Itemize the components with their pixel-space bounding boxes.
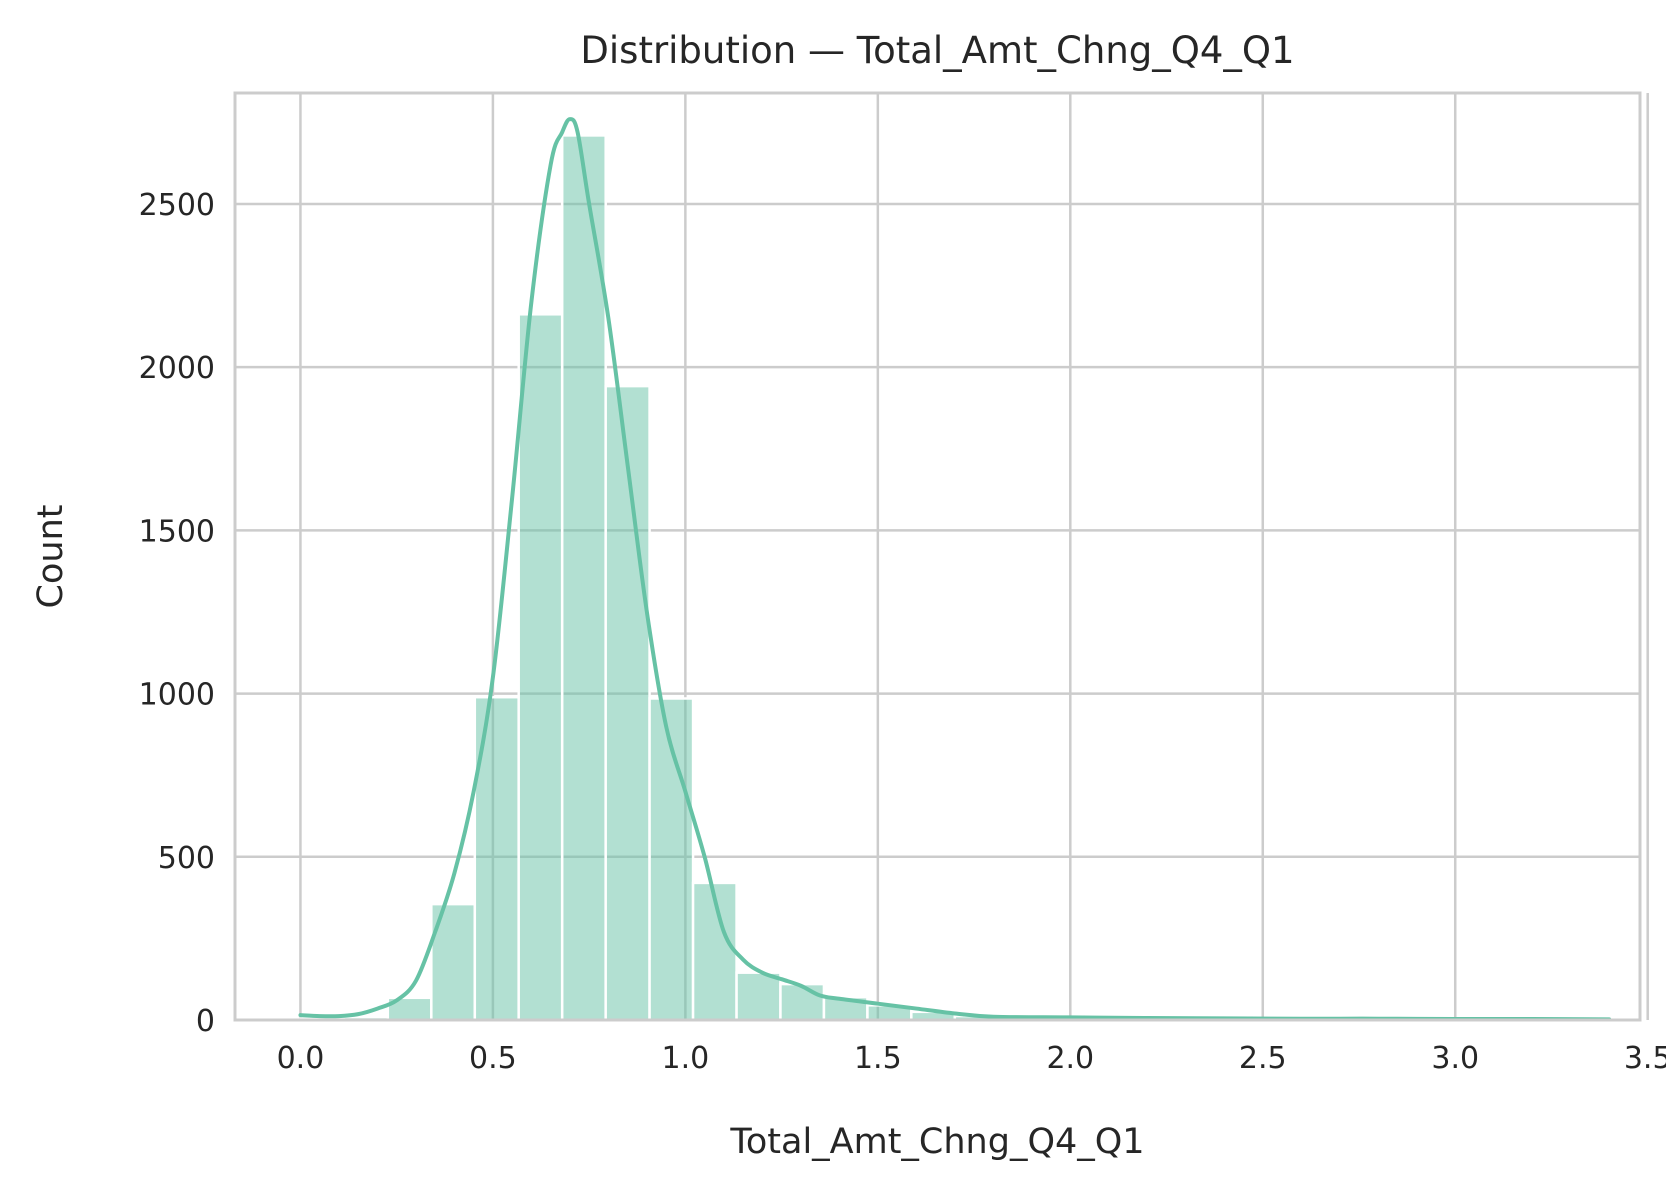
kde-curve-layer xyxy=(298,117,1612,1022)
chart-title: Distribution — Total_Amt_Chng_Q4_Q1 xyxy=(580,29,1294,72)
y-tick-label: 0 xyxy=(196,1004,215,1039)
y-axis-ticks: 0 500 1000 1500 2000 2500 xyxy=(139,188,215,1039)
x-tick-label: 3.0 xyxy=(1431,1041,1479,1076)
y-tick-label: 2500 xyxy=(139,188,215,223)
y-tick-label: 1500 xyxy=(139,514,215,549)
y-axis-title: Count xyxy=(31,505,71,609)
x-tick-label: 3.5 xyxy=(1624,1041,1666,1076)
y-tick-label: 2000 xyxy=(139,351,215,386)
x-tick-label: 0.0 xyxy=(277,1041,325,1076)
plot-frame xyxy=(233,91,1642,1022)
histogram-bar xyxy=(779,982,826,1022)
histogram-bars xyxy=(299,134,1611,1022)
x-axis-ticks: 0.0 0.5 1.0 1.5 2.0 2.5 3.0 3.5 xyxy=(277,1041,1666,1076)
kde-curve xyxy=(298,117,1612,1022)
y-tick-label: 1000 xyxy=(139,678,215,713)
x-tick-label: 1.0 xyxy=(662,1041,710,1076)
x-tick-label: 1.5 xyxy=(854,1041,902,1076)
x-axis-title: Total_Amt_Chng_Q4_Q1 xyxy=(729,1122,1144,1162)
y-tick-label: 500 xyxy=(158,841,215,876)
x-tick-label: 0.5 xyxy=(469,1041,517,1076)
x-tick-label: 2.0 xyxy=(1046,1041,1094,1076)
histogram-bar xyxy=(604,384,651,1022)
histogram-bar xyxy=(517,313,564,1022)
histogram-bar xyxy=(735,971,782,1022)
x-tick-label: 2.5 xyxy=(1239,1041,1287,1076)
grid xyxy=(235,93,1649,1022)
